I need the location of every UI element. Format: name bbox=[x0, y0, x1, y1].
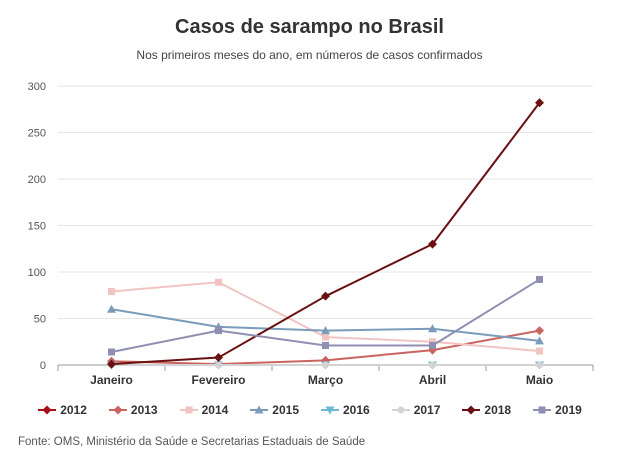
data-point-2015 bbox=[321, 326, 330, 335]
data-point-2015 bbox=[535, 336, 544, 345]
data-point-2014 bbox=[215, 278, 222, 286]
y-tick-label: 0 bbox=[40, 360, 46, 372]
data-point-2017 bbox=[322, 361, 329, 369]
data-point-2018 bbox=[107, 359, 116, 369]
legend-label: 2018 bbox=[484, 403, 512, 417]
legend-symbol bbox=[179, 406, 198, 414]
source-note: Fonte: OMS, Ministério da Saúde e Secret… bbox=[18, 436, 366, 448]
legend-symbol bbox=[38, 405, 57, 415]
legend-symbol bbox=[321, 406, 339, 415]
legend-marker bbox=[42, 405, 52, 415]
data-point-2019 bbox=[108, 348, 115, 356]
series-line-2018 bbox=[111, 102, 541, 366]
data-point-2015 bbox=[428, 324, 437, 333]
data-point-2015 bbox=[107, 304, 116, 313]
legend-marker bbox=[185, 406, 193, 414]
chart-title: Casos de sarampo no Brasil bbox=[175, 16, 444, 38]
data-point-2014 bbox=[322, 333, 329, 341]
line-chart: 0 50 100 150 200 250 300 Janeiro Fevereiro Março A… bbox=[28, 81, 594, 387]
data-point-2018 bbox=[321, 291, 330, 301]
legend-label: 2014 bbox=[201, 403, 229, 417]
data-point-2013 bbox=[535, 326, 544, 336]
legend-item-2014[interactable]: 2014 bbox=[179, 400, 229, 420]
x-tick-label: Janeiro bbox=[90, 373, 133, 387]
chart-subtitle: Nos primeiros meses do ano, em números d… bbox=[136, 48, 483, 62]
legend-symbol bbox=[108, 405, 127, 415]
y-tick-label: 150 bbox=[28, 221, 46, 233]
legend-item-2012[interactable]: 2012 bbox=[38, 400, 87, 420]
data-point-2019 bbox=[215, 327, 222, 335]
legend-marker bbox=[397, 406, 405, 414]
legend-marker bbox=[254, 405, 264, 414]
legend-label: 2016 bbox=[343, 403, 370, 417]
legend-symbol bbox=[462, 405, 481, 415]
chart-legend: 2012 2013 2014 2015 2016 2017 2018 2019 bbox=[38, 400, 582, 420]
x-tick-label: Fevereiro bbox=[191, 373, 245, 387]
y-tick-label: 200 bbox=[28, 174, 46, 186]
legend-marker bbox=[466, 405, 476, 415]
data-point-2018 bbox=[214, 353, 223, 363]
data-point-2019 bbox=[536, 275, 543, 283]
data-point-2017 bbox=[215, 361, 222, 369]
legend-label: 2013 bbox=[130, 403, 158, 417]
legend-item-2013[interactable]: 2013 bbox=[108, 400, 158, 420]
legend-marker bbox=[113, 405, 123, 415]
legend-marker bbox=[538, 406, 546, 414]
legend-item-2015[interactable]: 2015 bbox=[250, 400, 299, 420]
legend-symbol bbox=[250, 405, 269, 414]
data-point-2019 bbox=[322, 341, 329, 349]
x-tick-label: Abril bbox=[419, 373, 446, 387]
legend-label: 2015 bbox=[272, 403, 299, 417]
legend-item-2018[interactable]: 2018 bbox=[462, 400, 511, 420]
y-tick-label: 100 bbox=[28, 267, 46, 279]
legend-item-2016[interactable]: 2016 bbox=[321, 400, 370, 420]
y-tick-label: 50 bbox=[34, 314, 46, 326]
legend-label: 2019 bbox=[555, 403, 582, 417]
data-point-2017 bbox=[429, 361, 436, 369]
legend-item-2017[interactable]: 2017 bbox=[391, 400, 441, 420]
series-line-2019 bbox=[111, 278, 541, 353]
y-tick-label: 250 bbox=[28, 128, 46, 140]
data-point-2019 bbox=[429, 341, 436, 349]
legend-item-2019[interactable]: 2019 bbox=[533, 400, 582, 420]
legend-symbol bbox=[391, 406, 410, 414]
data-point-2014 bbox=[429, 338, 436, 346]
data-point-2014 bbox=[108, 288, 115, 296]
data-point-2017 bbox=[536, 361, 543, 369]
data-point-2014 bbox=[536, 347, 543, 355]
y-tick-label: 300 bbox=[28, 81, 46, 93]
data-point-2018 bbox=[428, 239, 437, 249]
data-point-2018 bbox=[535, 98, 544, 108]
legend-symbol bbox=[533, 406, 552, 414]
x-tick-label: Maio bbox=[526, 373, 553, 387]
x-tick-label: Março bbox=[308, 373, 343, 387]
legend-label: 2012 bbox=[60, 403, 87, 417]
legend-marker bbox=[325, 406, 335, 415]
legend-label: 2017 bbox=[413, 403, 441, 417]
